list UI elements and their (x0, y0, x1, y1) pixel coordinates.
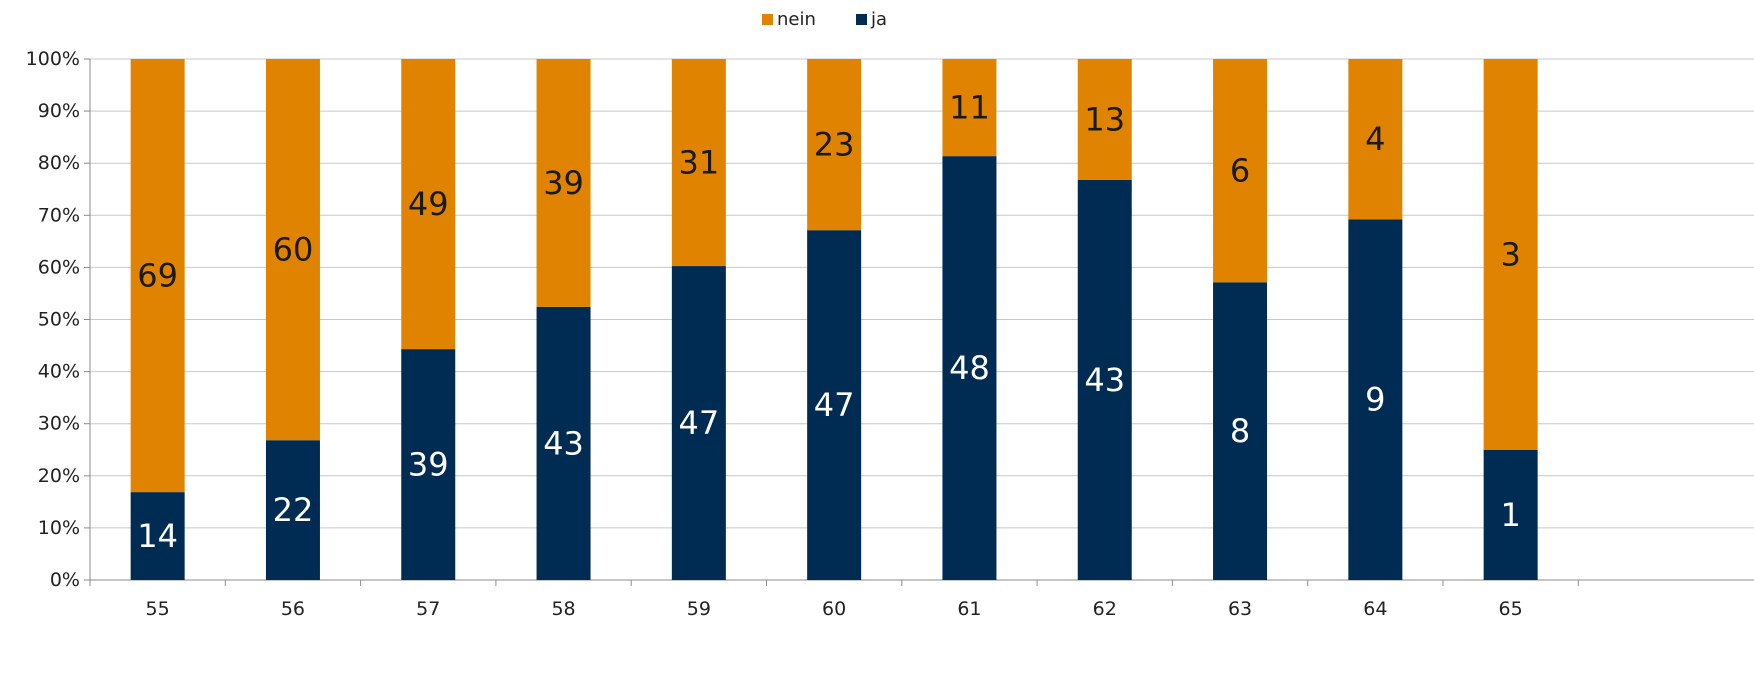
x-tick-label: 63 (1228, 598, 1252, 620)
data-label-nein-59: 31 (678, 144, 719, 182)
bar-ja-61 (942, 156, 997, 580)
data-label-nein-61: 11 (949, 89, 990, 127)
bar-ja-65 (1483, 449, 1538, 580)
bar-nein-61 (942, 59, 997, 157)
data-label-ja-63: 8 (1230, 412, 1250, 450)
y-tick-label: 0% (50, 569, 80, 591)
x-tick-label: 60 (822, 598, 846, 620)
bar-nein-56 (265, 59, 320, 441)
gridlines (90, 58, 1754, 529)
data-label-nein-58: 39 (543, 164, 584, 202)
x-tick-label: 57 (416, 598, 440, 620)
data-label-nein-65: 3 (1500, 235, 1520, 273)
y-tick-label: 30% (38, 413, 80, 435)
bar-nein-64 (1348, 59, 1403, 220)
y-tick-label: 60% (38, 256, 80, 278)
y-tick-label: 50% (38, 309, 80, 331)
data-label-ja-58: 43 (543, 424, 584, 462)
data-label-ja-55: 14 (137, 517, 178, 555)
y-tick-label: 70% (38, 204, 80, 226)
bar-ja-64 (1348, 219, 1403, 581)
bar-nein-55 (130, 59, 185, 493)
bars (130, 59, 1538, 581)
legend-label-nein: nein (777, 9, 816, 30)
bar-ja-57 (401, 349, 456, 580)
data-label-nein-63: 6 (1230, 152, 1250, 190)
bar-nein-65 (1483, 59, 1538, 450)
x-tick-label: 59 (687, 598, 711, 620)
data-label-ja-60: 47 (814, 386, 855, 424)
bar-nein-62 (1077, 59, 1132, 180)
x-tick-label: 58 (551, 598, 575, 620)
legend: nein ja (762, 9, 887, 30)
bar-ja-55 (130, 492, 185, 580)
x-tick-label: 62 (1093, 598, 1117, 620)
legend-label-ja: ja (870, 9, 887, 30)
legend-swatch-nein (762, 14, 773, 25)
y-tick-label: 100% (26, 48, 80, 70)
bar-nein-57 (401, 59, 456, 350)
x-tick-label: 65 (1499, 598, 1523, 620)
data-label-nein-55: 69 (137, 257, 178, 295)
legend-swatch-ja (856, 14, 867, 25)
y-tick-label: 10% (38, 517, 80, 539)
axes: 0% 10% 20% 30% 40% 50% 60% 70% 80% 90% 100% 55 56 57 5… (26, 48, 1754, 620)
y-tick-label: 90% (38, 100, 80, 122)
data-label-ja-64: 9 (1365, 381, 1385, 419)
data-label-nein-64: 4 (1365, 120, 1385, 158)
data-label-nein-60: 23 (814, 126, 855, 164)
data-label-ja-62: 43 (1084, 361, 1125, 399)
x-tick-label: 64 (1363, 598, 1387, 620)
y-tick-label: 40% (38, 361, 80, 383)
y-tick-label: 20% (38, 465, 80, 487)
data-label-ja-59: 47 (678, 404, 719, 442)
y-tick-label: 80% (38, 152, 80, 174)
data-label-nein-57: 49 (408, 185, 449, 223)
data-label-ja-57: 39 (408, 446, 449, 484)
x-tick-label: 61 (957, 598, 981, 620)
bar-nein-58 (536, 59, 591, 307)
bar-ja-58 (536, 306, 591, 580)
x-tick-label: 56 (281, 598, 305, 620)
x-tick-label: 55 (146, 598, 170, 620)
bar-nein-59 (671, 59, 726, 267)
bar-nein-60 (807, 59, 862, 231)
data-label-nein-56: 60 (273, 231, 314, 269)
data-label-ja-65: 1 (1500, 496, 1520, 534)
data-label-ja-61: 48 (949, 349, 990, 387)
bar-ja-62 (1077, 179, 1132, 581)
bar-ja-59 (671, 266, 726, 580)
bar-nein-63 (1213, 59, 1268, 283)
bar-ja-56 (265, 440, 320, 580)
bar-ja-63 (1213, 282, 1268, 580)
bar-ja-60 (807, 230, 862, 580)
data-label-ja-56: 22 (273, 491, 314, 529)
data-label-nein-62: 13 (1084, 100, 1125, 138)
